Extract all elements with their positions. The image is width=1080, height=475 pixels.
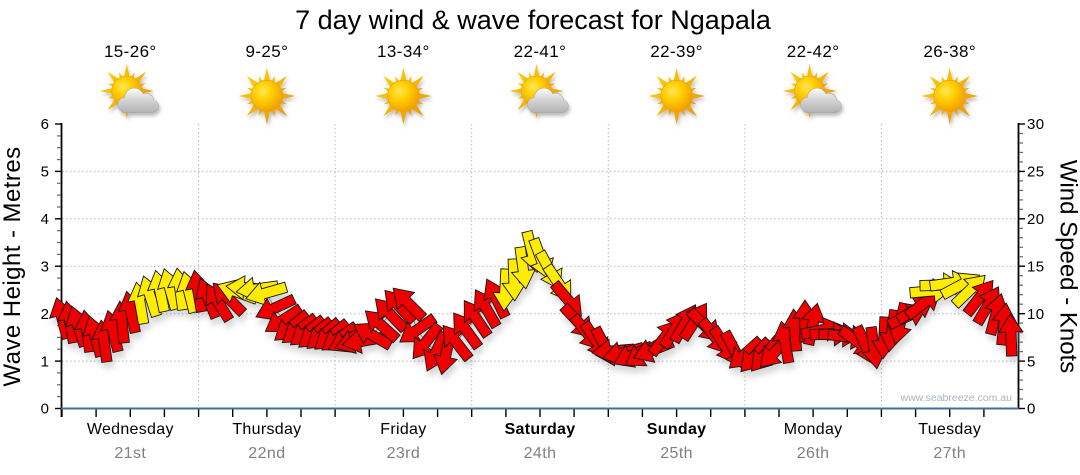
svg-text:22-39°: 22-39° <box>650 42 703 61</box>
svg-text:6: 6 <box>41 116 49 133</box>
svg-text:2: 2 <box>41 306 49 323</box>
svg-text:Monday: Monday <box>784 421 843 438</box>
svg-text:15-26°: 15-26° <box>104 42 157 61</box>
svg-text:5: 5 <box>1027 353 1036 370</box>
svg-text:7 day wind & wave forecast for: 7 day wind & wave forecast for Ngapala <box>295 5 772 35</box>
svg-text:Sunday: Sunday <box>647 421 707 438</box>
svg-text:9-25°: 9-25° <box>245 42 288 61</box>
svg-text:Thursday: Thursday <box>232 421 301 438</box>
svg-text:26-38°: 26-38° <box>923 42 976 61</box>
svg-text:24th: 24th <box>524 445 557 462</box>
svg-text:www.seabreeze.com.au: www.seabreeze.com.au <box>900 392 1013 404</box>
svg-text:0: 0 <box>1027 401 1036 418</box>
svg-text:5: 5 <box>41 164 49 181</box>
svg-text:10: 10 <box>1027 306 1045 323</box>
svg-text:Wave Height - Metres: Wave Height - Metres <box>0 146 26 386</box>
svg-text:13-34°: 13-34° <box>377 42 430 61</box>
svg-text:25: 25 <box>1027 164 1045 181</box>
svg-text:Friday: Friday <box>380 421 426 438</box>
svg-text:Tuesday: Tuesday <box>918 421 981 438</box>
svg-text:25th: 25th <box>660 445 693 462</box>
svg-text:22nd: 22nd <box>248 445 285 462</box>
svg-text:15: 15 <box>1027 258 1045 275</box>
svg-text:4: 4 <box>41 211 49 228</box>
svg-text:22-42°: 22-42° <box>787 42 840 61</box>
svg-text:Wednesday: Wednesday <box>87 421 174 438</box>
svg-text:22-41°: 22-41° <box>514 42 567 61</box>
svg-text:Saturday: Saturday <box>505 421 576 438</box>
svg-text:27th: 27th <box>933 445 966 462</box>
svg-text:0: 0 <box>41 401 49 418</box>
svg-text:Wind Speed - Knots: Wind Speed - Knots <box>1055 160 1080 373</box>
svg-text:1: 1 <box>41 353 49 370</box>
svg-text:20: 20 <box>1027 211 1045 228</box>
svg-text:3: 3 <box>41 258 49 275</box>
svg-text:30: 30 <box>1027 116 1045 133</box>
svg-text:26th: 26th <box>797 445 830 462</box>
svg-text:21st: 21st <box>114 445 146 462</box>
svg-text:23rd: 23rd <box>387 445 421 462</box>
